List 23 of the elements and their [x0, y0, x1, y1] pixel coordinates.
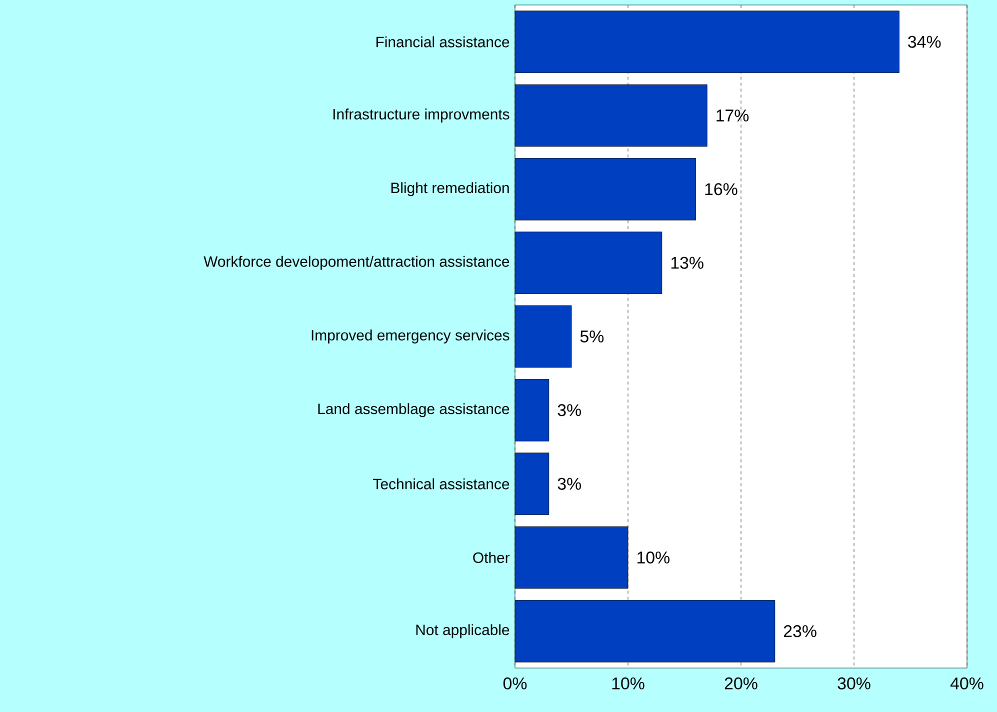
data-label: 13%	[671, 256, 704, 269]
data-label: 34%	[908, 36, 941, 48]
x-tick-label: 40%	[950, 677, 984, 690]
y-tick-label: Other	[473, 552, 510, 563]
y-tick-label: Land assemblage assistance	[318, 403, 510, 418]
x-tick-label: 0%	[503, 677, 527, 690]
x-tick-label: 30%	[838, 677, 870, 690]
data-label: 3%	[558, 478, 581, 490]
x-tick-label: 20%	[724, 677, 758, 690]
y-tick-label: Blight remediation	[391, 182, 509, 196]
y-tick-label: Technical assistance	[373, 478, 510, 490]
y-tick-label: Infrastructure improvments	[333, 108, 510, 122]
data-label: 16%	[705, 183, 738, 196]
y-tick-label: Improved emergency services	[312, 330, 510, 344]
data-label: 5%	[580, 330, 604, 342]
x-tick-label: 10%	[612, 677, 644, 690]
y-tick-label: Workforce developoment/attraction assistance	[204, 256, 510, 270]
data-label: 23%	[784, 625, 816, 638]
data-label: 3%	[558, 404, 581, 416]
y-tick-label: Not applicable	[416, 624, 510, 638]
data-label: 10%	[638, 552, 670, 564]
data-label: 17%	[716, 110, 749, 122]
y-tick-label: Financial assistance	[376, 36, 510, 48]
